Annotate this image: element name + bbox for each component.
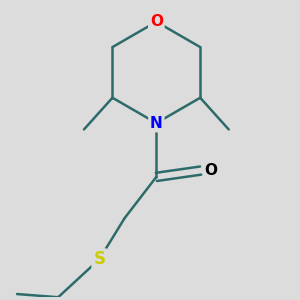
- Text: N: N: [150, 116, 163, 130]
- Text: O: O: [205, 163, 218, 178]
- Text: O: O: [150, 14, 163, 29]
- Text: S: S: [93, 250, 105, 268]
